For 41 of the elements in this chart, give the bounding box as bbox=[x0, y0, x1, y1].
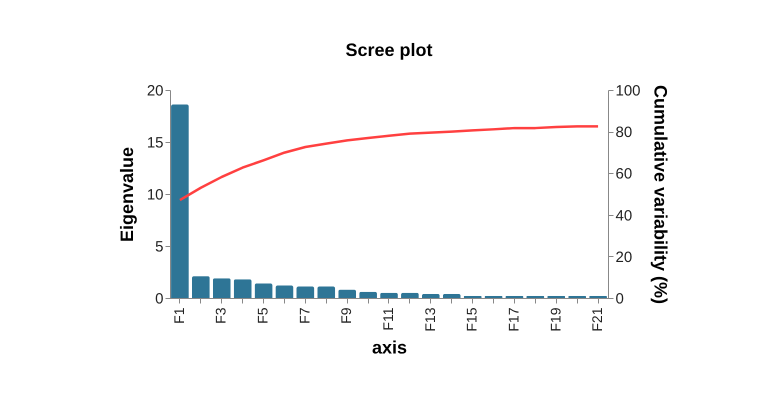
y-axis-title: Eigenvalue bbox=[116, 146, 137, 242]
x-tick-label: F11 bbox=[380, 307, 396, 331]
x-tick-label: F19 bbox=[547, 307, 564, 332]
line-series bbox=[178, 125, 600, 202]
bar bbox=[380, 292, 398, 298]
x-tick-label: F3 bbox=[212, 307, 229, 324]
y-tick-label: 20 bbox=[146, 82, 164, 100]
x-tick-label: F17 bbox=[505, 307, 522, 332]
y-tick-label: 15 bbox=[146, 134, 164, 152]
bar bbox=[401, 292, 419, 298]
bar bbox=[338, 290, 356, 298]
bar bbox=[317, 286, 336, 298]
y-tick-label: 5 bbox=[155, 238, 164, 256]
x-tick-label: F5 bbox=[254, 307, 271, 324]
bar bbox=[442, 294, 461, 298]
y-tick-label: 10 bbox=[146, 186, 164, 204]
bar bbox=[212, 278, 231, 298]
bar bbox=[254, 283, 272, 298]
bar bbox=[234, 279, 252, 298]
x-tick-label: F21 bbox=[589, 307, 606, 332]
y2-tick-label: 0 bbox=[616, 290, 624, 308]
y2-tick-label: 100 bbox=[616, 82, 641, 100]
bar bbox=[359, 292, 377, 298]
bar bbox=[276, 286, 294, 298]
y2-tick-label: 20 bbox=[616, 248, 632, 266]
x-tick-label: F13 bbox=[422, 307, 438, 332]
y2-tick-label: 80 bbox=[616, 124, 632, 142]
chart-title: Scree plot bbox=[345, 40, 433, 60]
x-tick-label: F15 bbox=[464, 307, 480, 332]
bar bbox=[192, 276, 210, 298]
y2-axis-title: Cumulative variability (%) bbox=[650, 84, 671, 304]
bar bbox=[171, 104, 189, 298]
x-axis-title: axis bbox=[372, 338, 408, 358]
x-tick-label: F9 bbox=[338, 307, 354, 324]
bar bbox=[296, 286, 314, 298]
y-tick-label: 0 bbox=[155, 290, 164, 308]
y2-tick-label: 60 bbox=[616, 166, 632, 183]
x-tick-label: F7 bbox=[296, 307, 312, 324]
bar bbox=[422, 294, 440, 298]
x-tick-label: F1 bbox=[170, 307, 187, 324]
y2-tick-label: 40 bbox=[616, 207, 632, 224]
